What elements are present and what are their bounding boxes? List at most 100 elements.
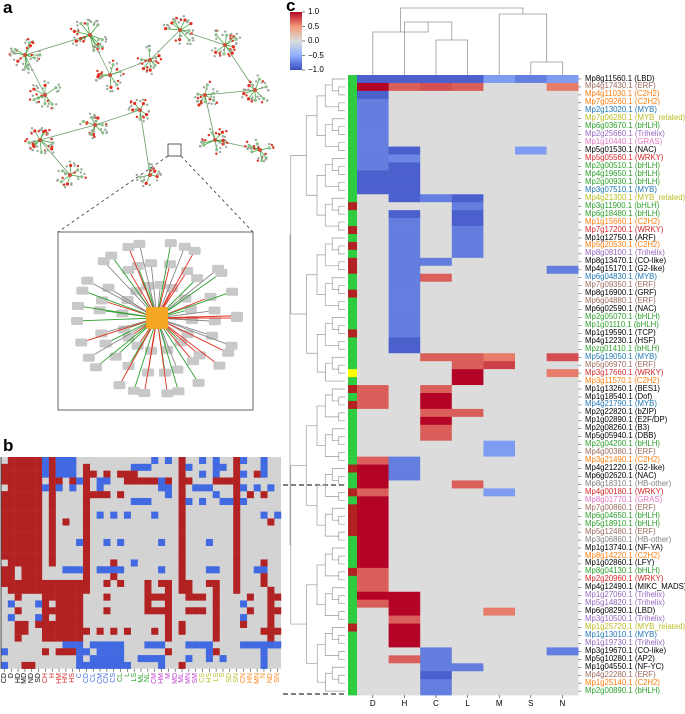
heatmap-b-cell-positive [21, 497, 29, 506]
heatmap-c-cell [515, 170, 547, 179]
heatmap-b-cell-positive [233, 497, 241, 506]
heatmap-b-cell-positive [76, 634, 84, 642]
heatmap-c-cell [420, 234, 453, 243]
heatmap-c-cell [483, 639, 516, 648]
network-node [222, 52, 226, 56]
network-node [21, 62, 25, 66]
network-node [31, 140, 35, 144]
network-edge [89, 34, 103, 40]
network-node [95, 79, 98, 82]
gene-family: MYB [637, 399, 655, 409]
heatmap-b-cell-negative [110, 655, 118, 663]
gene-id: Mp8g11560.1 [585, 73, 633, 83]
heatmap-b-cell-negative [212, 566, 220, 574]
heatmap-b-cell-positive [96, 627, 104, 635]
network-node [119, 74, 123, 77]
network-node [142, 175, 146, 178]
heatmap-b-cell-positive [267, 518, 275, 526]
heatmap-b-column-label: SD [35, 673, 43, 683]
heatmap-c-cell [388, 663, 421, 672]
heatmap-c-cell [451, 432, 484, 441]
network-node [27, 63, 31, 67]
heatmap-b-cell-positive [82, 511, 90, 519]
heatmap-b-cell-positive [233, 552, 241, 560]
heatmap-b-cell-positive [14, 579, 22, 587]
heatmap-b-cell-negative [199, 641, 207, 649]
heatmap-c-cell [515, 679, 547, 688]
heatmap-c-cell [388, 504, 421, 513]
heatmap-b-cell-positive [21, 511, 29, 519]
left-dendrogram-branch [338, 126, 345, 135]
network-node [196, 92, 200, 96]
network-node [76, 28, 80, 31]
network-node [199, 145, 202, 148]
heatmap-b-cell-negative [253, 566, 261, 574]
heatmap-b-cell-negative [185, 641, 193, 649]
heatmap-c-cell [515, 631, 547, 640]
network-node [74, 39, 78, 43]
heatmap-b-cell-negative [35, 614, 43, 622]
heatmap-b-cell-negative [158, 477, 166, 485]
panel-c-label: c [286, 0, 296, 15]
heatmap-c-cell [546, 512, 579, 521]
network-node [38, 49, 42, 53]
heatmap-c-row-label: Mp1g04550.1 (NF-YC) [585, 661, 664, 671]
heatmap-b-cell-positive [178, 477, 186, 485]
network-node [43, 129, 48, 133]
network-node [109, 90, 112, 93]
gene-family: bHLH [637, 518, 658, 528]
heatmap-c-cell [515, 544, 547, 553]
heatmap-c-cell [546, 440, 579, 449]
heatmap-b-cell-positive [69, 586, 77, 594]
heatmap-c-column-label: D [369, 699, 376, 708]
network-node [46, 81, 50, 84]
network-node [223, 30, 227, 33]
heatmap-c-cell [451, 575, 484, 585]
heatmap-b-cell-negative [41, 463, 50, 471]
network-node [81, 119, 85, 124]
network-hub-node [223, 43, 227, 47]
heatmap-c-row-label: Mp5g14820.1 (Trihelix) [585, 598, 665, 608]
heatmap-c-row-label: Mp7g17200.1 (WRKY) [585, 224, 664, 234]
heatmap-b-cell-negative [240, 641, 248, 649]
heatmap-c-cell [483, 345, 516, 354]
heatmap-c-row-label: Mp1g12750.1 (ARF) [585, 232, 656, 242]
network-node [51, 107, 54, 110]
heatmap-b-cell-positive [212, 648, 220, 656]
gene-id: Mp6g04830.1 [585, 272, 633, 282]
network-hub-node [93, 123, 97, 127]
heatmap-c-cell [515, 623, 547, 632]
heatmap-c-cell [483, 226, 516, 235]
heatmap-c-cell [546, 416, 579, 426]
heatmap-c-cell [357, 432, 389, 441]
heatmap-b-cell-negative [96, 641, 104, 649]
network-node [194, 95, 197, 99]
inset-node [145, 259, 158, 268]
network-node [142, 115, 145, 119]
network-node [212, 91, 216, 95]
inset-edge [156, 317, 229, 354]
row-annotation-cell [348, 432, 357, 441]
heatmap-b-cell-positive [7, 457, 15, 465]
network-node [133, 101, 137, 105]
network-node [72, 29, 76, 33]
row-annotation-cell [348, 369, 357, 378]
heatmap-c-cell [451, 424, 484, 434]
heatmap-c-row-label: Mp5g19050.1 (MYB) [585, 351, 657, 361]
inset-edge [88, 317, 158, 359]
network-node [189, 42, 192, 46]
heatmap-c-cell [546, 480, 579, 489]
heatmap-c-cell [515, 393, 547, 402]
heatmap-b-cell-positive [110, 573, 118, 581]
network-node [30, 68, 34, 72]
heatmap-b-cell-positive [41, 627, 50, 635]
gene-family: ERF [637, 296, 654, 306]
network-node [254, 138, 258, 142]
heatmap-c-row-label: Mp1g01110.1 (bHLH) [585, 319, 659, 329]
network-node [201, 141, 205, 145]
heatmap-c-cell [388, 679, 421, 688]
heatmap-c-cell [388, 194, 421, 203]
network-hub-node [148, 173, 152, 177]
heatmap-c-cell [420, 241, 453, 251]
heatmap-c-cell [357, 305, 389, 314]
